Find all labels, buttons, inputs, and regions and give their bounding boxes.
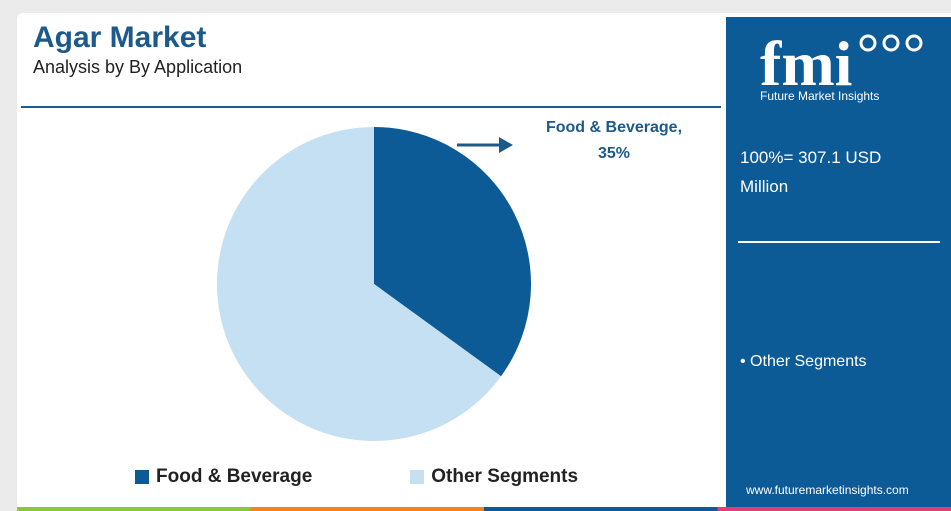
- legend-item-food-beverage: Food & Beverage: [135, 466, 312, 488]
- website-link[interactable]: www.futuremarketinsights.com: [746, 483, 909, 497]
- bottom-color-strip: [17, 507, 951, 511]
- logo-text: fmi: [760, 28, 852, 99]
- slice-callout: Food & Beverage, 35%: [529, 115, 699, 167]
- segment-bullet: • Other Segments: [740, 353, 867, 370]
- callout-label: Food & Beverage,: [545, 119, 683, 136]
- info-panel: fmi Future Market Insights 100%= 307.1 U…: [726, 17, 951, 511]
- legend-swatch: [135, 470, 149, 484]
- pie-chart: [216, 127, 531, 441]
- callout-arrow-icon: [457, 137, 513, 153]
- callout-value: 35%: [597, 145, 631, 162]
- title-divider: [21, 106, 721, 108]
- pie-slice-food-beverage: [374, 127, 531, 377]
- logo-caption: Future Market Insights: [760, 89, 880, 103]
- pie-slice-other-segments: [216, 127, 502, 441]
- legend-item-other-segments: Other Segments: [410, 466, 578, 488]
- legend-label: Other Segments: [431, 466, 579, 487]
- market-total-unit: Million: [740, 177, 789, 196]
- legend-swatch: [410, 470, 425, 484]
- pie-slices: [216, 127, 531, 441]
- page-title: Agar Market: [33, 21, 207, 54]
- fmi-logo: fmi: [760, 28, 923, 99]
- page-subtitle: Analysis by By Application: [33, 57, 243, 77]
- market-total: 100%= 307.1 USD Million: [740, 143, 940, 201]
- panel-divider: [738, 241, 940, 243]
- chart-card: Agar Market Analysis by By Application F…: [17, 13, 951, 511]
- market-total-value: 100%= 307.1 USD: [740, 148, 882, 167]
- legend-label: Food & Beverage: [156, 466, 313, 487]
- chart-legend: Food & Beverage Other Segments: [135, 466, 676, 488]
